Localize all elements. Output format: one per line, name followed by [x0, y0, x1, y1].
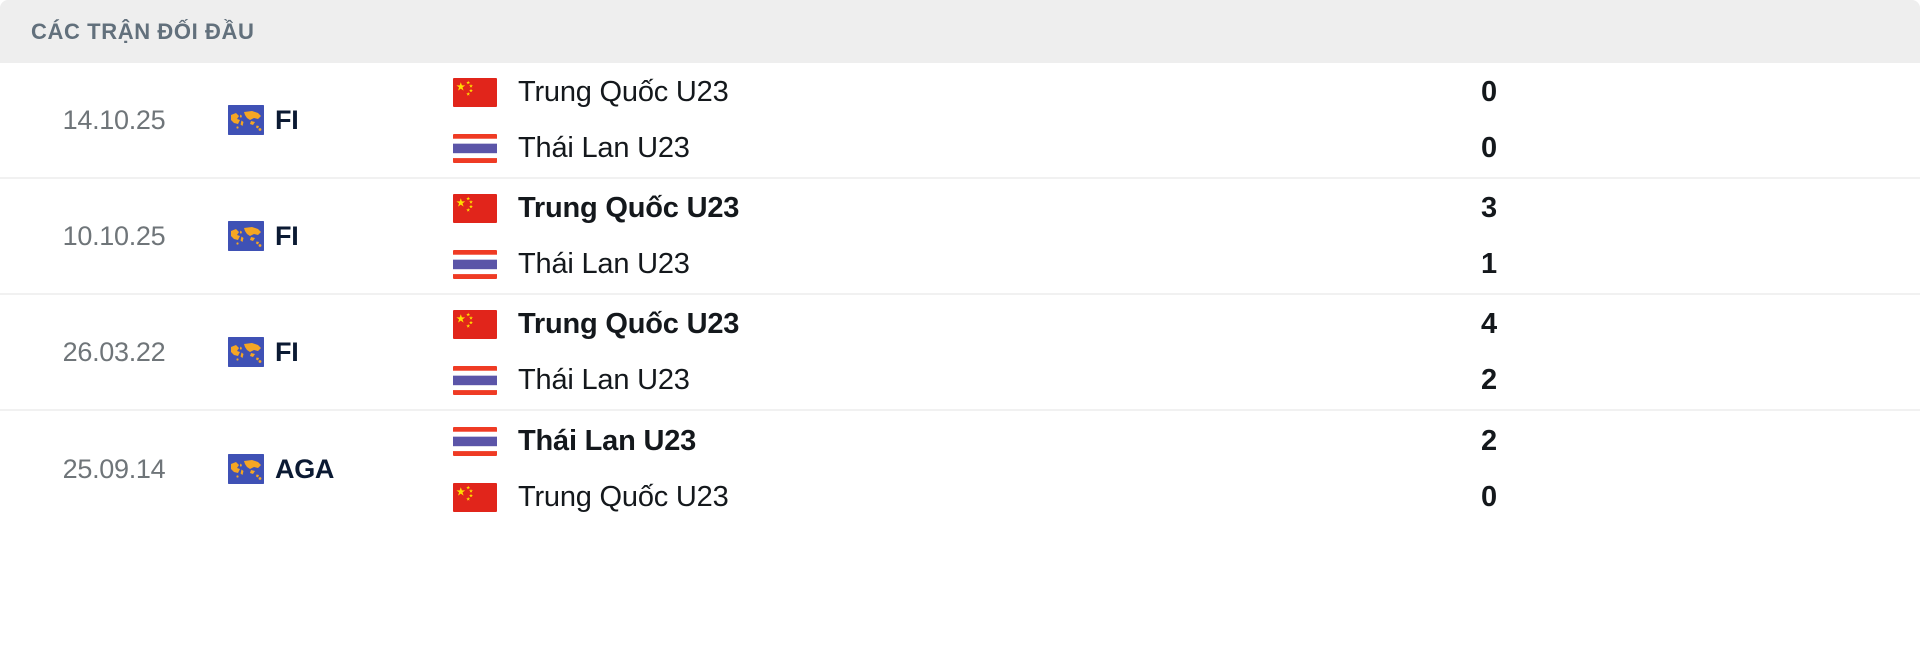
teams-cell: Trung Quốc U23 3 Thái Lan U23 1 [363, 179, 1920, 293]
world-map-icon [228, 221, 264, 251]
china-flag-icon [453, 77, 497, 107]
team-score-home: 0 [1481, 75, 1498, 108]
match-date-cell: 26.03.22 [0, 295, 228, 409]
match-date-cell: 10.10.25 [0, 179, 228, 293]
competition-label: FI [275, 220, 299, 251]
team-away-line: Thái Lan U23 2 [453, 362, 1920, 398]
team-score-home: 3 [1481, 191, 1498, 224]
team-score-away: 1 [1481, 247, 1498, 280]
world-map-icon [228, 454, 264, 484]
team-name-home[interactable]: Thái Lan U23 [518, 424, 697, 457]
team-score-away: 2 [1481, 363, 1498, 396]
china-flag-icon [453, 482, 497, 512]
team-home-line: Trung Quốc U23 4 [453, 306, 1920, 342]
competition-label: FI [275, 104, 299, 135]
match-row[interactable]: 10.10.25 FI Trung Quốc U23 3 Thái Lan [0, 179, 1920, 295]
team-home-line: Thái Lan U23 2 [453, 423, 1920, 459]
match-date: 25.09.14 [62, 453, 166, 484]
team-score-home: 4 [1481, 307, 1498, 340]
match-row[interactable]: 26.03.22 FI Trung Quốc U23 4 Thái Lan [0, 295, 1920, 411]
teams-cell: Trung Quốc U23 0 Thái Lan U23 0 [363, 63, 1920, 177]
team-away-line: Thái Lan U23 0 [453, 130, 1920, 166]
team-score-away: 0 [1481, 131, 1498, 164]
teams-cell: Trung Quốc U23 4 Thái Lan U23 2 [363, 295, 1920, 409]
thailand-flag-icon [453, 365, 497, 395]
match-date-cell: 14.10.25 [0, 63, 228, 177]
competition-cell[interactable]: FI [228, 63, 363, 177]
match-date: 14.10.25 [62, 104, 166, 135]
team-away-line: Trung Quốc U23 0 [453, 479, 1920, 515]
match-date: 26.03.22 [62, 336, 166, 367]
team-home-line: Trung Quốc U23 3 [453, 190, 1920, 226]
team-name-away[interactable]: Trung Quốc U23 [518, 480, 729, 513]
panel-header: CÁC TRẬN ĐỐI ĐẦU [0, 0, 1920, 63]
competition-cell[interactable]: FI [228, 179, 363, 293]
competition-label: AGA [275, 453, 335, 484]
match-date: 10.10.25 [62, 220, 166, 251]
team-score-away: 0 [1481, 480, 1498, 513]
china-flag-icon [453, 309, 497, 339]
competition-cell[interactable]: AGA [228, 411, 363, 527]
match-date-cell: 25.09.14 [0, 411, 228, 527]
team-score-home: 2 [1481, 424, 1498, 457]
team-name-home[interactable]: Trung Quốc U23 [518, 191, 740, 224]
team-home-line: Trung Quốc U23 0 [453, 74, 1920, 110]
thailand-flag-icon [453, 426, 497, 456]
team-name-home[interactable]: Trung Quốc U23 [518, 75, 729, 108]
teams-cell: Thái Lan U23 2 Trung Quốc U23 0 [363, 411, 1920, 527]
china-flag-icon [453, 193, 497, 223]
world-map-icon [228, 337, 264, 367]
match-row[interactable]: 14.10.25 FI Trung Quốc U23 0 Thái Lan [0, 63, 1920, 179]
team-away-line: Thái Lan U23 1 [453, 246, 1920, 282]
team-name-away[interactable]: Thái Lan U23 [518, 363, 690, 396]
competition-cell[interactable]: FI [228, 295, 363, 409]
world-map-icon [228, 105, 264, 135]
team-name-away[interactable]: Thái Lan U23 [518, 131, 690, 164]
match-row[interactable]: 25.09.14 AGA Thái Lan U23 2 Trung Quố [0, 411, 1920, 527]
match-list: 14.10.25 FI Trung Quốc U23 0 Thái Lan [0, 63, 1920, 527]
team-name-away[interactable]: Thái Lan U23 [518, 247, 690, 280]
thailand-flag-icon [453, 133, 497, 163]
team-name-home[interactable]: Trung Quốc U23 [518, 307, 740, 340]
thailand-flag-icon [453, 249, 497, 279]
competition-label: FI [275, 336, 299, 367]
page-title: CÁC TRẬN ĐỐI ĐẦU [31, 18, 255, 44]
